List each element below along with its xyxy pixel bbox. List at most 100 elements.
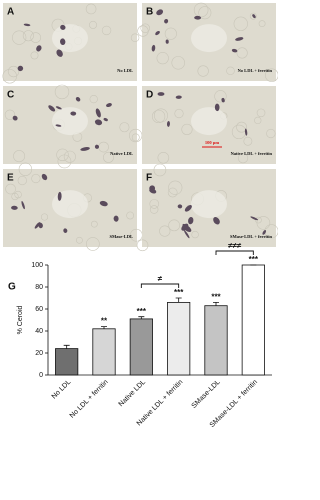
light-spot (52, 190, 88, 219)
background-texture (103, 151, 114, 163)
error-bar (175, 297, 182, 303)
cell (262, 229, 267, 235)
significance: ** (101, 317, 108, 326)
cell (70, 111, 77, 116)
cell (11, 205, 18, 210)
panel-label: C (7, 90, 14, 101)
cell (56, 49, 63, 57)
light-spot (191, 107, 227, 136)
comparison-bracket (215, 250, 254, 255)
y-tick-label: 40 (35, 328, 43, 335)
cell (55, 106, 62, 110)
background-texture (243, 136, 253, 146)
panel-caption: SMase-LDL + ferritin (230, 234, 273, 239)
background-texture (101, 25, 112, 36)
cell (94, 119, 103, 126)
cell (103, 117, 108, 122)
background-texture (4, 109, 16, 120)
background-texture (57, 154, 72, 169)
background-texture (30, 51, 39, 60)
y-tick-label: 100 (31, 262, 43, 269)
background-texture (153, 163, 167, 177)
error-bar (101, 326, 107, 329)
cell (213, 217, 220, 225)
cell (175, 95, 182, 99)
background-texture (236, 121, 247, 133)
cell (244, 128, 248, 136)
bar (241, 264, 265, 376)
background-texture (119, 122, 130, 133)
background-texture (193, 2, 209, 18)
cell (166, 121, 170, 127)
panel-caption: Native LDL (110, 151, 133, 156)
background-texture (86, 237, 100, 251)
cell (181, 223, 189, 231)
background-texture (233, 16, 248, 31)
background-texture (56, 148, 69, 162)
background-texture (30, 32, 42, 43)
background-texture (54, 84, 70, 100)
cell (188, 216, 194, 225)
y-tick-label: 60 (35, 306, 43, 313)
scale-bar-label: 100 µm (205, 140, 219, 145)
bar (92, 328, 116, 376)
cell (157, 92, 165, 96)
background-texture (181, 123, 193, 135)
background-texture (130, 33, 140, 42)
comparison-label: ≠ (158, 274, 163, 283)
background-texture (159, 225, 171, 237)
cell (57, 191, 62, 201)
cell (177, 204, 183, 209)
background-texture (129, 128, 143, 143)
background-texture (266, 128, 276, 139)
background-texture (7, 65, 20, 78)
panel-caption: Native LDL + ferritin (231, 151, 273, 156)
cell (75, 97, 81, 102)
panel-label: B (146, 7, 153, 18)
cell (23, 23, 31, 27)
cell (34, 222, 41, 229)
background-texture (137, 25, 149, 37)
cell (60, 24, 66, 30)
background-texture (255, 216, 262, 224)
cell (99, 200, 108, 207)
cell (113, 215, 119, 222)
y-tick-label: 20 (35, 350, 43, 357)
cell (60, 38, 66, 46)
bar (55, 348, 79, 376)
light-spot (191, 190, 227, 219)
background-texture (174, 108, 184, 119)
panel-caption: SMase-LDL (110, 234, 134, 239)
cell (55, 124, 62, 127)
light-spot (52, 24, 88, 53)
background-texture (89, 20, 98, 29)
y-axis-label: % Ceroid (17, 306, 24, 335)
background-texture (13, 150, 26, 163)
background-texture (198, 6, 212, 20)
background-texture (168, 180, 183, 195)
cell (183, 230, 190, 239)
background-texture (265, 68, 278, 83)
cell (221, 97, 225, 103)
cell (63, 228, 68, 233)
error-bar (63, 344, 70, 349)
background-texture (236, 47, 248, 59)
background-texture (151, 109, 166, 124)
bar (167, 301, 191, 376)
background-texture (63, 150, 76, 163)
cell (235, 37, 244, 41)
background-texture (22, 30, 34, 42)
cell (41, 173, 48, 181)
light-spot (191, 24, 227, 53)
error-bar (213, 302, 219, 306)
comparison-bracket (140, 283, 180, 288)
cell (194, 15, 202, 20)
background-texture (156, 52, 169, 65)
background-texture (149, 205, 159, 214)
background-texture (140, 23, 150, 33)
figure: G % Ceroid A No LDL B No LDL + ferritin C Nat… (2, 2, 278, 429)
background-texture (167, 187, 178, 198)
background-texture (90, 220, 98, 228)
cell (252, 14, 256, 19)
cell (231, 48, 238, 53)
